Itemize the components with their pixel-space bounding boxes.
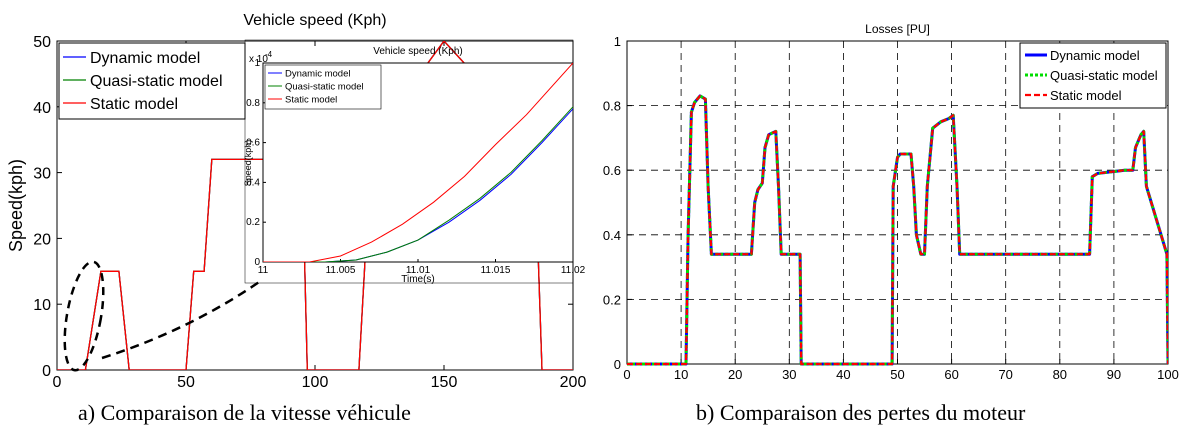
series-line-right-2 xyxy=(627,94,1168,366)
y-tick-label-inset: 0 xyxy=(254,257,260,268)
legend-inset xyxy=(264,64,382,110)
x-tick-label-right: 10 xyxy=(674,367,688,382)
x-tick-label-left: 150 xyxy=(431,374,458,391)
y-tick-label-inset: 0.6 xyxy=(246,138,260,149)
x-tick-label-inset: 11 xyxy=(258,265,269,276)
x-axis-label-inset: Time(s) xyxy=(401,274,435,285)
y-tick-label-right: 0.8 xyxy=(603,99,621,114)
inset-scale-label: x 10 xyxy=(249,54,268,65)
x-tick-label-right: 90 xyxy=(1107,367,1121,382)
y-axis-label-left: Speed(kph) xyxy=(6,159,26,252)
x-tick-label-left: 0 xyxy=(53,374,62,391)
x-tick-label-right: 0 xyxy=(623,367,630,382)
x-tick-label-right: 60 xyxy=(944,367,958,382)
x-tick-label-inset: 11.01 xyxy=(406,265,431,276)
legend-label-left: Quasi-static model xyxy=(90,73,223,90)
y-axis-label-inset: Speed(kph) xyxy=(243,140,253,187)
x-tick-label-right: 20 xyxy=(728,367,742,382)
y-tick-label-inset: 1 xyxy=(254,58,260,69)
legend-label-right: Dynamic model xyxy=(1050,48,1140,63)
x-tick-label-right: 40 xyxy=(836,367,850,382)
caption-left: a) Comparaison de la vitesse véhicule xyxy=(78,400,411,425)
legend-label-inset: Dynamic model xyxy=(285,69,350,80)
x-tick-label-left: 100 xyxy=(302,374,329,391)
y-tick-label-inset: 0.2 xyxy=(246,217,260,228)
legend-label-right: Quasi-static model xyxy=(1050,68,1158,83)
y-tick-label-right: 0.6 xyxy=(603,163,621,178)
x-tick-label-left: 200 xyxy=(560,374,587,391)
legend-label-right: Static model xyxy=(1050,88,1122,103)
chart-title-left: Vehicle speed (Kph) xyxy=(243,12,386,29)
legend-label-left: Dynamic model xyxy=(90,50,200,67)
x-tick-label-right: 30 xyxy=(782,367,796,382)
legend-label-inset: Quasi-static model xyxy=(285,82,364,93)
series-line-right-1 xyxy=(627,94,1168,366)
series-line-inset-2 xyxy=(263,63,573,262)
y-tick-label-left: 50 xyxy=(33,34,51,51)
series-line-inset-1 xyxy=(263,106,573,262)
inset-scale-exponent: -4 xyxy=(265,50,273,59)
legend-left xyxy=(58,42,246,120)
x-tick-label-inset: 11.015 xyxy=(481,265,511,276)
y-tick-label-left: 10 xyxy=(33,297,51,314)
y-tick-label-inset: 0.8 xyxy=(246,98,260,109)
y-tick-label-right: 0 xyxy=(614,357,621,372)
y-tick-label-left: 40 xyxy=(33,100,51,117)
y-tick-label-right: 1 xyxy=(614,34,621,49)
x-tick-label-right: 100 xyxy=(1157,367,1179,382)
chart-title-right: Losses [PU] xyxy=(865,22,930,36)
y-tick-label-right: 0.2 xyxy=(603,292,621,307)
zoom-highlight-ellipse xyxy=(63,260,105,372)
y-tick-label-left: 30 xyxy=(33,166,51,183)
zoom-connector-arrow xyxy=(101,278,263,360)
x-tick-label-right: 80 xyxy=(1053,367,1067,382)
x-tick-label-left: 50 xyxy=(177,374,195,391)
x-tick-label-inset: 11.005 xyxy=(326,265,356,276)
legend-label-left: Static model xyxy=(90,96,178,113)
y-tick-label-inset: 0.4 xyxy=(246,177,260,188)
x-tick-label-right: 50 xyxy=(890,367,904,382)
caption-right: b) Comparaison des pertes du moteur xyxy=(696,400,1026,425)
y-tick-label-right: 0.4 xyxy=(603,228,621,243)
chart-title-inset: Vehicle speed (Kph) xyxy=(373,46,463,57)
inset-frame xyxy=(244,39,574,284)
x-tick-label-right: 70 xyxy=(998,367,1012,382)
y-tick-label-left: 20 xyxy=(33,231,51,248)
legend-label-inset: Static model xyxy=(285,95,337,106)
x-tick-label-inset: 11.02 xyxy=(561,265,586,276)
y-tick-label-left: 0 xyxy=(42,363,51,380)
